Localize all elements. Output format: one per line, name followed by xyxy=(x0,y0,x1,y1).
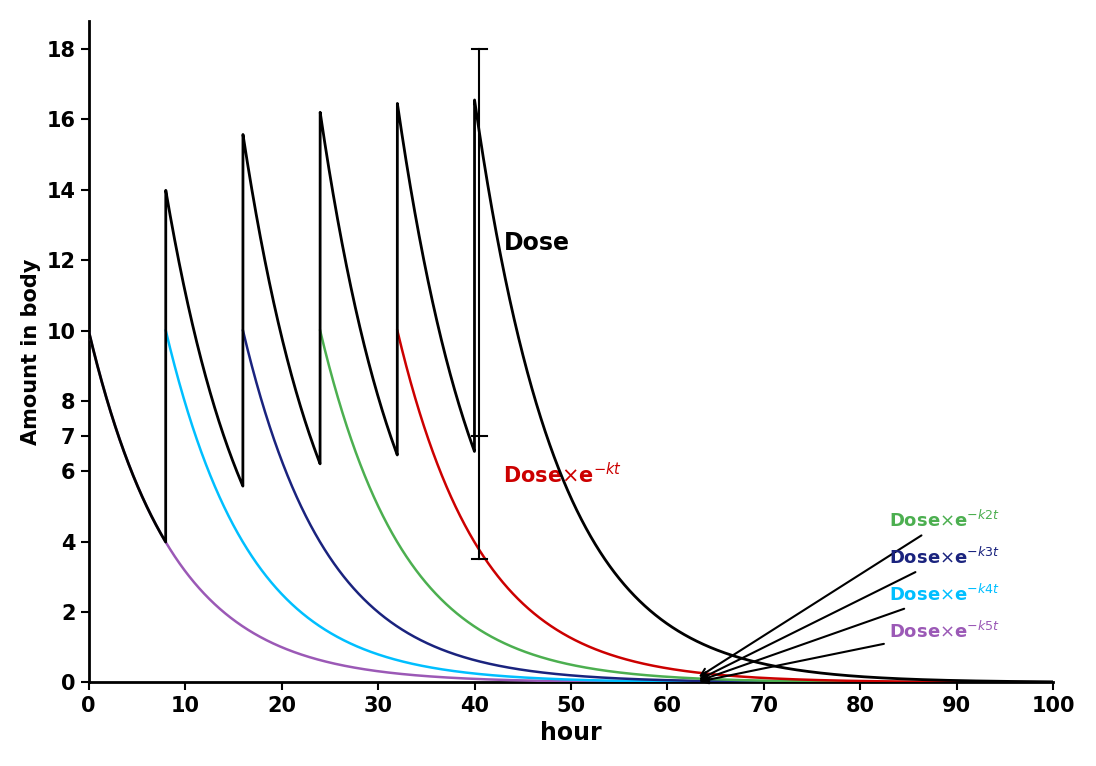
Y-axis label: Amount in body: Amount in body xyxy=(21,258,41,445)
X-axis label: hour: hour xyxy=(540,721,602,745)
Text: Dose$\times$e$^{-k3t}$: Dose$\times$e$^{-k3t}$ xyxy=(701,547,1001,679)
Text: Dose$\times$e$^{-k4t}$: Dose$\times$e$^{-k4t}$ xyxy=(701,584,1001,681)
Text: Dose$\times$e$^{-k2t}$: Dose$\times$e$^{-k2t}$ xyxy=(700,510,1001,676)
Text: Dose: Dose xyxy=(503,231,570,254)
Text: Dose$\times$e$^{-kt}$: Dose$\times$e$^{-kt}$ xyxy=(503,462,623,487)
Text: Dose$\times$e$^{-k5t}$: Dose$\times$e$^{-k5t}$ xyxy=(701,620,1001,683)
